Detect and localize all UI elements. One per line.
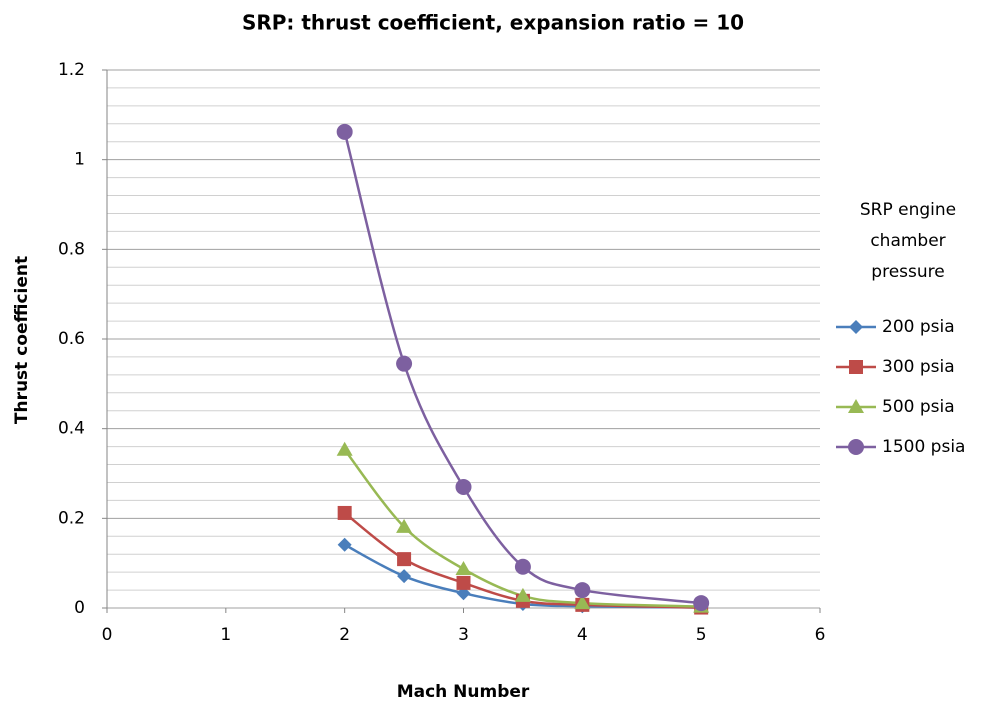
legend-marker <box>848 399 864 413</box>
y-tick-label: 0.6 <box>58 329 85 349</box>
data-point <box>574 595 591 610</box>
x-tick-label: 3 <box>458 625 469 645</box>
data-point <box>455 560 472 575</box>
y-tick-label: 1.2 <box>58 60 85 80</box>
x-tick-label: 2 <box>339 625 350 645</box>
legend-label: 1500 psia <box>882 437 965 457</box>
legend-title: chamber <box>870 231 945 251</box>
chart-title: SRP: thrust coefficient, expansion ratio… <box>242 11 744 35</box>
data-point <box>514 558 531 575</box>
data-point <box>337 505 352 520</box>
data-point <box>397 552 412 567</box>
legend-label: 200 psia <box>882 317 955 337</box>
data-point <box>396 518 413 533</box>
x-tick-label: 1 <box>220 625 231 645</box>
y-tick-label: 1 <box>74 150 85 170</box>
y-tick-label: 0.2 <box>58 508 85 528</box>
y-axis-title: Thrust coefficient <box>12 256 32 424</box>
data-point <box>336 123 353 140</box>
legend-title: SRP engine <box>860 200 956 220</box>
data-point <box>514 587 531 602</box>
y-tick-label: 0.8 <box>58 239 85 259</box>
legend-label: 500 psia <box>882 397 955 417</box>
data-point <box>456 575 471 590</box>
x-tick-label: 0 <box>102 625 113 645</box>
x-tick-label: 5 <box>696 625 707 645</box>
data-point <box>336 441 353 456</box>
data-point <box>397 569 412 584</box>
legend-title: pressure <box>871 262 944 282</box>
data-point <box>693 595 710 612</box>
x-tick-label: 4 <box>577 625 588 645</box>
legend-marker <box>848 439 864 455</box>
data-point <box>455 478 472 495</box>
data-point <box>574 582 591 599</box>
y-tick-label: 0.4 <box>58 419 85 439</box>
y-tick-label: 0 <box>74 598 85 618</box>
data-point <box>396 355 413 372</box>
legend-marker <box>849 360 863 374</box>
data-point <box>337 537 352 552</box>
legend-label: 300 psia <box>882 357 955 377</box>
series-line <box>343 448 702 608</box>
x-axis-title: Mach Number <box>397 682 530 702</box>
x-tick-label: 6 <box>815 625 826 645</box>
legend-marker <box>849 320 863 334</box>
